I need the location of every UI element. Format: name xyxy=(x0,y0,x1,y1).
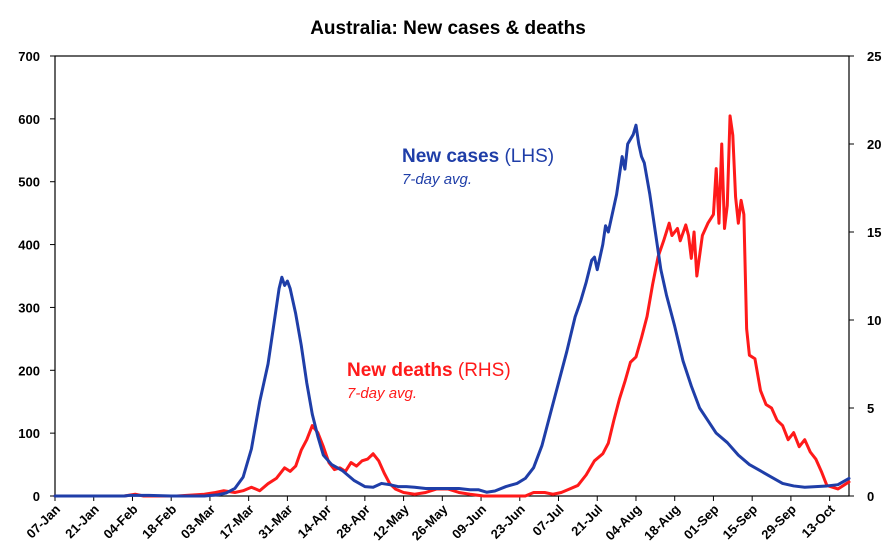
x-tick-label: 07-Jul xyxy=(529,502,566,539)
cases-annotation-axis: (LHS) xyxy=(499,146,554,167)
deaths-annotation-label: New deaths xyxy=(347,360,453,381)
x-tick-label: 04-Feb xyxy=(100,501,140,541)
x-tick-label: 31-Mar xyxy=(255,502,295,542)
y-left-tick-label: 600 xyxy=(18,112,40,127)
deaths-annotation-sub: 7-day avg. xyxy=(347,385,417,402)
x-tick-label: 29-Sep xyxy=(758,501,799,542)
x-tick-label: 14-Apr xyxy=(295,502,335,542)
y-right-tick-label: 20 xyxy=(867,137,881,152)
y-right-tick-label: 15 xyxy=(867,225,881,240)
x-tick-label: 26-May xyxy=(409,501,451,543)
deaths-line xyxy=(53,114,851,498)
x-tick-label: 23-Jun xyxy=(488,501,528,541)
x-tick-label: 18-Feb xyxy=(139,501,179,541)
cases-annotation-sub: 7-day avg. xyxy=(402,171,472,188)
cases-annotation: New cases (LHS) xyxy=(402,146,554,167)
y-right-tick-label: 0 xyxy=(867,489,874,504)
x-tick-label: 15-Sep xyxy=(720,501,761,542)
x-tick-label: 03-Mar xyxy=(178,502,218,542)
x-tick-label: 12-May xyxy=(370,501,412,543)
y-left-tick-label: 300 xyxy=(18,300,40,315)
y-left-axis: 0 100 200 300 400 500 600 700 xyxy=(18,49,55,504)
y-right-tick-label: 5 xyxy=(867,401,874,416)
x-tick-label: 18-Aug xyxy=(641,501,683,543)
deaths-annotation-axis: (RHS) xyxy=(453,360,511,381)
x-tick-label: 01-Sep xyxy=(681,501,722,542)
chart-title: Australia: New cases & deaths xyxy=(310,18,586,39)
y-left-tick-label: 100 xyxy=(18,426,40,441)
cases-line xyxy=(53,123,851,498)
y-left-tick-label: 700 xyxy=(18,49,40,64)
y-right-tick-label: 10 xyxy=(867,313,881,328)
x-tick-label: 21-Jan xyxy=(62,501,102,541)
x-tick-label: 13-Oct xyxy=(799,501,839,541)
y-left-tick-label: 0 xyxy=(33,489,40,504)
y-left-tick-label: 200 xyxy=(18,363,40,378)
cases-annotation-label: New cases xyxy=(402,146,499,167)
x-tick-label: 21-Jul xyxy=(568,502,605,539)
x-tick-label: 09-Jun xyxy=(449,501,489,541)
y-left-tick-label: 400 xyxy=(18,238,40,253)
series-lines xyxy=(53,114,851,498)
deaths-annotation: New deaths (RHS) xyxy=(347,360,511,381)
plot-area xyxy=(54,55,850,497)
x-tick-label: 07-Jan xyxy=(23,501,63,541)
x-tick-label: 17-Mar xyxy=(217,502,257,542)
y-right-tick-label: 25 xyxy=(867,49,881,64)
y-left-tick-label: 500 xyxy=(18,175,40,190)
y-right-axis: 0 5 10 15 20 25 xyxy=(849,49,881,504)
x-tick-label: 04-Aug xyxy=(602,501,644,543)
x-tick-label: 28-Apr xyxy=(333,502,373,542)
x-axis: 07-Jan21-Jan04-Feb18-Feb03-Mar17-Mar31-M… xyxy=(23,496,838,543)
